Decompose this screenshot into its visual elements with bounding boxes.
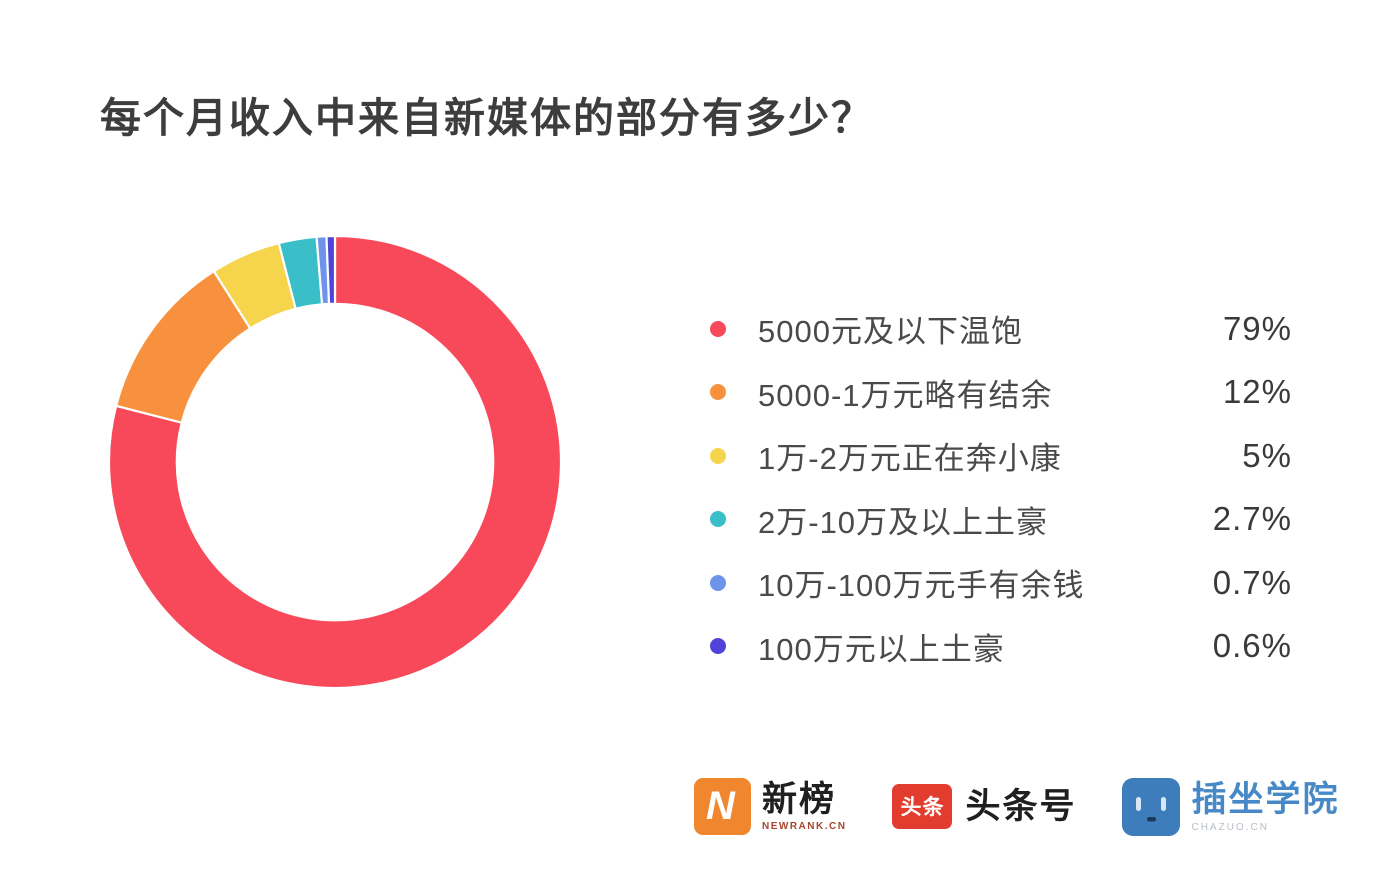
legend-label: 5000-1万元略有结余 [758,377,1053,413]
legend-item: 100万元以上土豪 0.6% [710,615,1292,679]
legend-item: 5000元及以下温饱 79% [710,297,1292,361]
newrank-logo-subtext: NEWRANK.CN [762,821,847,833]
chazuo-logo-text: 插坐学院 [1191,780,1340,820]
legend-swatch-icon [710,384,726,401]
chart-legend: 5000元及以下温饱 79% 5000-1万元略有结余 12% 1万-2万元正在… [710,297,1292,678]
footer-logos: N 新榜 NEWRANK.CN 头条 头条号 插坐学院 CHAZUO.CN [694,778,1339,836]
donut-chart [105,232,565,692]
newrank-logo: N 新榜 NEWRANK.CN [694,778,846,835]
legend-label: 2万-10万及以上土豪 [758,504,1049,540]
donut-slice-5 [325,234,337,306]
legend-label: 100万元以上土豪 [758,631,1005,667]
legend-value: 5% [1242,436,1292,474]
legend-value: 79% [1222,309,1292,347]
page-title: 每个月收入中来自新媒体的部分有多少？ [100,95,874,141]
legend-item: 10万-100万元手有余钱 0.7% [710,551,1292,615]
legend-label: 5000元及以下温饱 [758,314,1023,350]
legend-item: 2万-10万及以上土豪 2.7% [710,488,1292,552]
donut-svg [107,234,563,690]
chazuo-logo: 插坐学院 CHAZUO.CN [1122,778,1339,836]
legend-swatch-icon [710,638,726,655]
newrank-n-letter: N [706,784,735,828]
legend-swatch-icon [710,511,726,528]
legend-item: 1万-2万元正在奔小康 5% [710,424,1292,488]
chazuo-face-svg [1136,797,1167,822]
newrank-n-icon: N [694,778,751,835]
toutiao-logo: 头条 头条号 [892,778,1076,829]
legend-value: 2.7% [1212,500,1292,538]
legend-swatch-icon [710,447,726,464]
legend-swatch-icon [710,574,726,591]
legend-value: 0.7% [1212,563,1292,601]
legend-value: 0.6% [1212,627,1292,665]
newrank-logo-text: 新榜 [762,779,837,819]
legend-swatch-icon [710,320,726,337]
chazuo-logo-subtext: CHAZUO.CN [1191,821,1269,833]
donut-slice-0 [107,234,563,690]
toutiao-logo-text: 头条号 [965,787,1077,826]
chazuo-face-icon [1122,778,1181,836]
legend-label: 10万-100万元手有余钱 [758,568,1085,604]
legend-label: 1万-2万元正在奔小康 [758,441,1062,477]
legend-item: 5000-1万元略有结余 12% [710,361,1292,425]
legend-value: 12% [1222,373,1292,411]
toutiao-icon-text: 头条 [900,796,945,819]
toutiao-icon: 头条 [892,783,953,829]
